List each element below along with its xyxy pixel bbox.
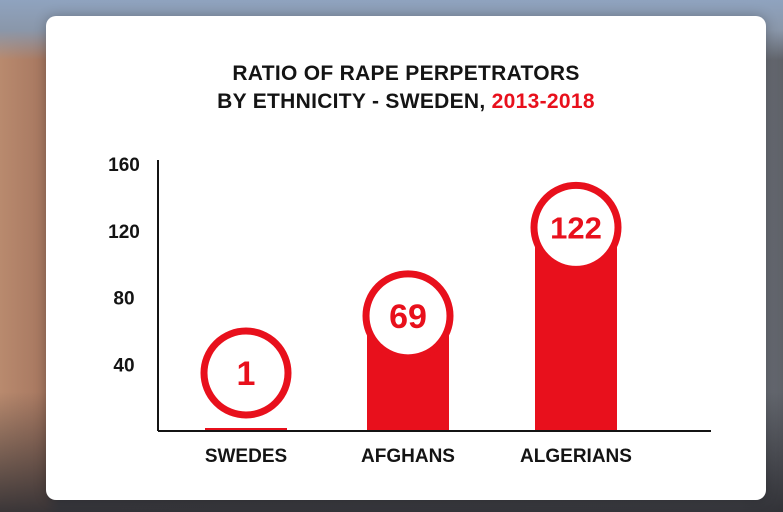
data-label: 1	[237, 355, 256, 393]
x-tick-label: ALGERIANS	[520, 446, 632, 467]
bars: 1 69 122	[200, 181, 622, 431]
chart-title-year-range: 2013-2018	[491, 90, 595, 113]
chart-title: RATIO OF RAPE PERPETRATORS BY ETHNICITY …	[46, 60, 766, 116]
bar-group: 69	[362, 270, 454, 431]
data-label: 69	[389, 298, 427, 336]
y-axis-ticks: 40 80 120 160	[108, 155, 140, 376]
y-tick-label: 160	[108, 155, 140, 176]
chart-title-line2-text: BY ETHNICITY - SWEDEN,	[217, 90, 486, 113]
y-tick-label: 40	[113, 355, 134, 376]
chart-title-line1: RATIO OF RAPE PERPETRATORS	[232, 62, 580, 85]
bar-group: 122	[530, 181, 622, 431]
y-tick-label: 120	[108, 222, 140, 243]
value-badge-ring	[530, 181, 622, 273]
value-badge-ring	[200, 327, 292, 419]
data-label: 122	[550, 211, 602, 246]
value-badge-ring	[362, 270, 454, 362]
x-axis-labels: SWEDES AFGHANS ALGERIANS	[205, 446, 632, 467]
bar	[205, 428, 287, 431]
chart-card: RATIO OF RAPE PERPETRATORS BY ETHNICITY …	[46, 16, 766, 500]
bar-group: 1	[200, 327, 292, 431]
x-tick-label: AFGHANS	[361, 446, 455, 467]
y-tick-label: 80	[113, 289, 134, 310]
chart-title-line2: BY ETHNICITY - SWEDEN, 2013-2018	[46, 88, 766, 116]
x-tick-label: SWEDES	[205, 446, 287, 467]
bar-chart: 40 80 120 160 1 69 122 SWEDES AFGHANS ALGERIANS	[108, 155, 711, 467]
